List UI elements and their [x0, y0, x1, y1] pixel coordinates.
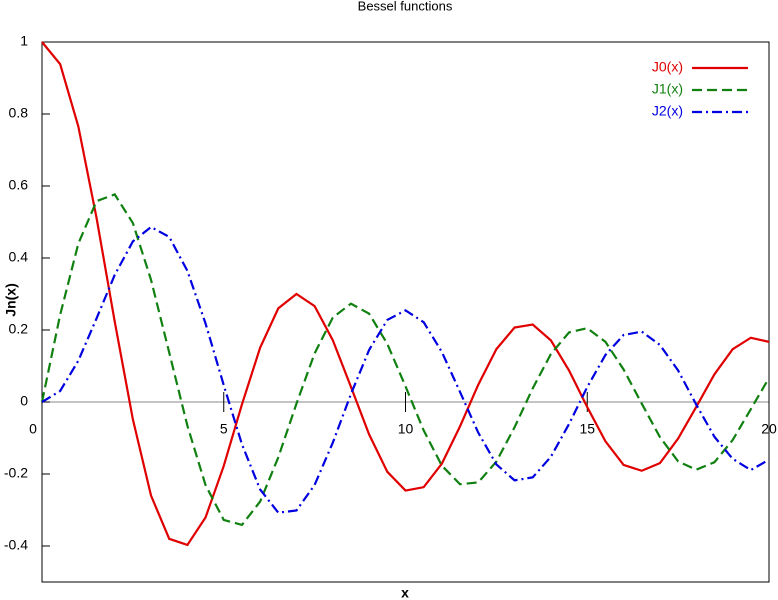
y-tick-label: 1 — [20, 33, 28, 49]
y-tick-label: 0 — [20, 393, 28, 409]
chart-title: Bessel functions — [358, 0, 453, 13]
y-tick-label: -0.2 — [4, 465, 28, 481]
series-line — [40, 193, 770, 527]
plot-frame — [41, 41, 770, 583]
y-axis-label: Jn(x) — [3, 283, 19, 316]
legend-label: J1(x) — [652, 81, 683, 97]
x-tick-label: 10 — [398, 421, 414, 437]
x-tick-label: 20 — [761, 421, 777, 437]
x-axis-label: x — [401, 585, 409, 600]
x-tick-label: 0 — [29, 421, 37, 437]
y-tick-label: -0.4 — [4, 537, 28, 553]
y-tick-label: 0.6 — [9, 177, 29, 193]
y-tick-label: 0.4 — [9, 249, 29, 265]
legend-label: J2(x) — [652, 103, 683, 119]
series-line — [41, 225, 770, 514]
x-tick-label: 5 — [220, 421, 228, 437]
x-tick-label: 15 — [579, 421, 595, 437]
y-tick-label: 0.2 — [9, 321, 29, 337]
legend-label: J0(x) — [652, 59, 683, 75]
series-line — [41, 41, 770, 547]
y-tick-label: 0.8 — [9, 105, 29, 121]
